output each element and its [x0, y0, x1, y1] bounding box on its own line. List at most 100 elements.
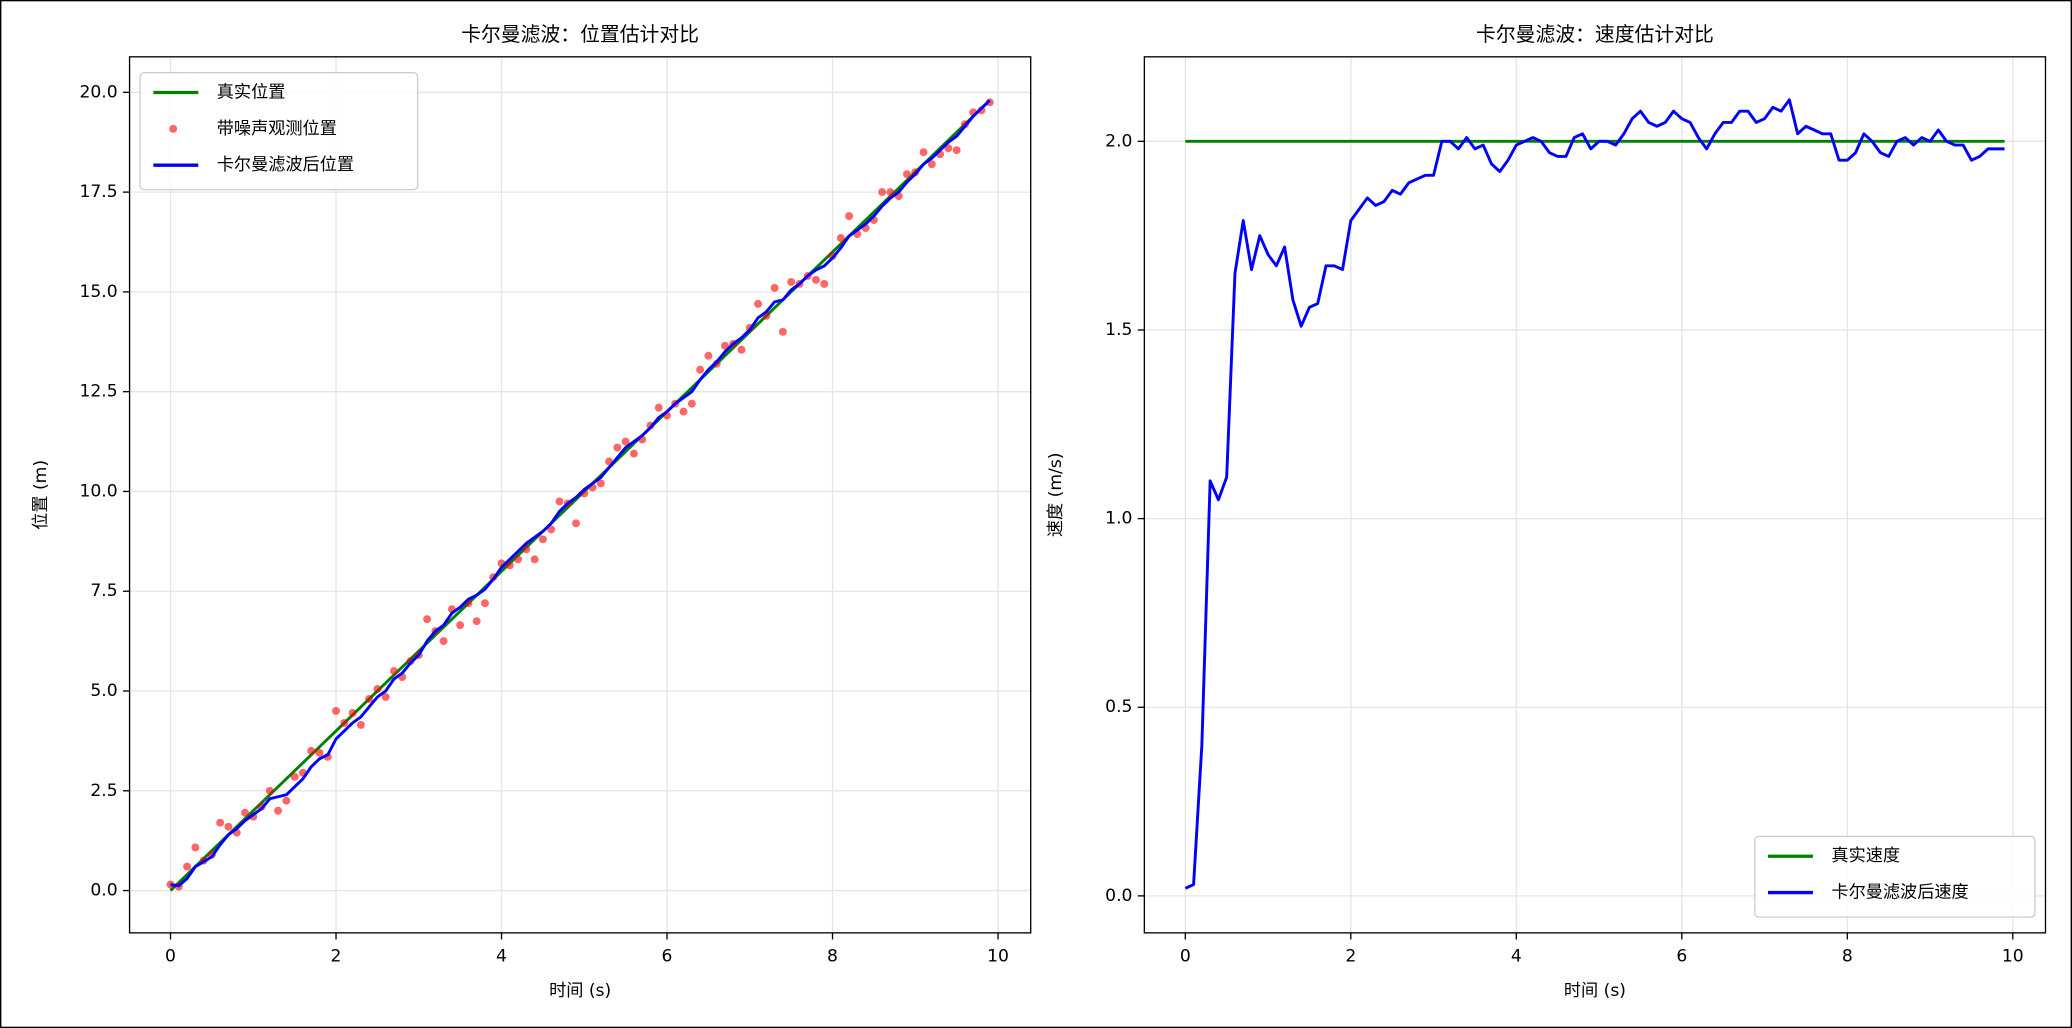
scatter-point — [687, 399, 696, 408]
scatter-point — [919, 148, 928, 157]
scatter-point — [315, 748, 324, 757]
x-tick-label: 8 — [827, 947, 838, 967]
scatter-point — [481, 599, 489, 608]
scatter-point — [820, 279, 829, 288]
scatter-point — [241, 808, 249, 817]
x-tick-label: 0 — [165, 947, 176, 967]
legend-marker — [169, 124, 178, 133]
scatter-point — [754, 299, 763, 308]
scatter-point — [555, 497, 564, 506]
scatter-point — [696, 365, 705, 374]
y-tick-label: 12.5 — [79, 382, 117, 402]
scatter-point — [191, 843, 200, 852]
scatter-point — [381, 693, 390, 701]
x-tick-label: 10 — [2002, 947, 2024, 967]
scatter-point — [621, 437, 630, 446]
scatter-point — [472, 617, 481, 626]
y-tick-label: 5.0 — [90, 681, 117, 701]
scatter-point — [274, 806, 283, 815]
scatter-point — [505, 561, 514, 570]
y-tick-label: 0.0 — [90, 881, 117, 901]
x-tick-label: 10 — [987, 947, 1009, 967]
scatter-point — [886, 188, 895, 197]
y-tick-label: 10.0 — [79, 481, 117, 501]
x-tick-label: 4 — [496, 947, 507, 967]
legend-box — [1754, 835, 2036, 918]
y-axis-label: 速度 (m/s) — [1046, 453, 1066, 538]
scatter-point — [265, 786, 274, 795]
scatter-point — [778, 327, 787, 336]
y-tick-label: 1.5 — [1105, 320, 1132, 340]
y-tick-label: 2.5 — [90, 781, 117, 801]
scatter-point — [720, 341, 729, 350]
scatter-point — [547, 525, 556, 534]
legend-label: 卡尔曼滤波后位置 — [217, 155, 354, 175]
y-tick-label: 2.0 — [1105, 131, 1132, 151]
scatter-point — [439, 637, 448, 646]
scatter-point — [704, 351, 713, 360]
scatter-point — [389, 667, 398, 676]
scatter-point — [423, 615, 432, 624]
scatter-point — [952, 146, 961, 155]
scatter-point — [216, 818, 225, 827]
data-line — [1184, 98, 2005, 890]
y-tick-label: 1.0 — [1105, 509, 1132, 529]
y-tick-label: 0.0 — [1105, 886, 1132, 906]
scatter-point — [538, 535, 547, 544]
scatter-point — [530, 555, 539, 564]
x-tick-label: 6 — [662, 947, 673, 967]
plot-frame — [128, 56, 1032, 934]
scatter-point — [456, 621, 465, 630]
y-tick-label: 20.0 — [79, 82, 117, 102]
scatter-point — [572, 519, 580, 528]
scatter-point — [340, 718, 349, 727]
scatter-point — [787, 277, 796, 286]
scatter-point — [613, 443, 622, 452]
x-tick-label: 4 — [1511, 947, 1522, 967]
scatter-point — [332, 706, 340, 715]
plot-frame — [1143, 56, 2047, 934]
scatter-point — [927, 160, 936, 169]
legend-label: 真实速度 — [1831, 846, 1900, 866]
scatter-point — [737, 345, 746, 354]
y-tick-label: 15.0 — [79, 282, 117, 302]
scatter-point — [679, 407, 688, 416]
x-tick-label: 2 — [331, 947, 342, 967]
scatter-point — [514, 555, 523, 564]
scatter-point — [290, 772, 299, 781]
y-tick-label: 17.5 — [79, 182, 117, 202]
scatter-point — [348, 708, 357, 717]
scatter-point — [596, 479, 605, 488]
scatter-point — [282, 796, 291, 805]
y-tick-label: 7.5 — [90, 581, 117, 601]
scatter-point — [845, 212, 854, 221]
x-tick-label: 8 — [1842, 947, 1853, 967]
x-tick-label: 2 — [1345, 947, 1356, 967]
legend-label: 真实位置 — [217, 82, 286, 102]
scatter-point — [373, 685, 382, 693]
scatter-point — [629, 449, 638, 458]
legend-box — [139, 72, 419, 191]
scatter-point — [183, 862, 192, 871]
x-axis-label: 时间 (s) — [1564, 981, 1626, 1001]
scatter-point — [878, 188, 887, 197]
x-tick-label: 6 — [1676, 947, 1687, 967]
data-line — [170, 99, 991, 888]
scatter-point — [770, 283, 779, 292]
scatter-point — [307, 746, 316, 755]
scatter-point — [654, 403, 663, 412]
legend-label: 带噪声观测位置 — [217, 119, 337, 139]
scatter-point — [522, 545, 531, 554]
y-tick-label: 0.5 — [1105, 697, 1132, 717]
scatter-point — [903, 170, 911, 179]
chart-title: 卡尔曼滤波：位置估计对比 — [461, 23, 699, 46]
scatter-point — [224, 822, 233, 831]
scatter-point — [944, 144, 953, 153]
y-axis-label: 位置 (m) — [31, 460, 51, 530]
legend-label: 卡尔曼滤波后速度 — [1831, 883, 1968, 903]
scatter-point — [365, 695, 374, 703]
x-axis-label: 时间 (s) — [549, 981, 611, 1001]
scatter-point — [836, 234, 845, 242]
chart-title: 卡尔曼滤波：速度估计对比 — [1476, 23, 1714, 46]
